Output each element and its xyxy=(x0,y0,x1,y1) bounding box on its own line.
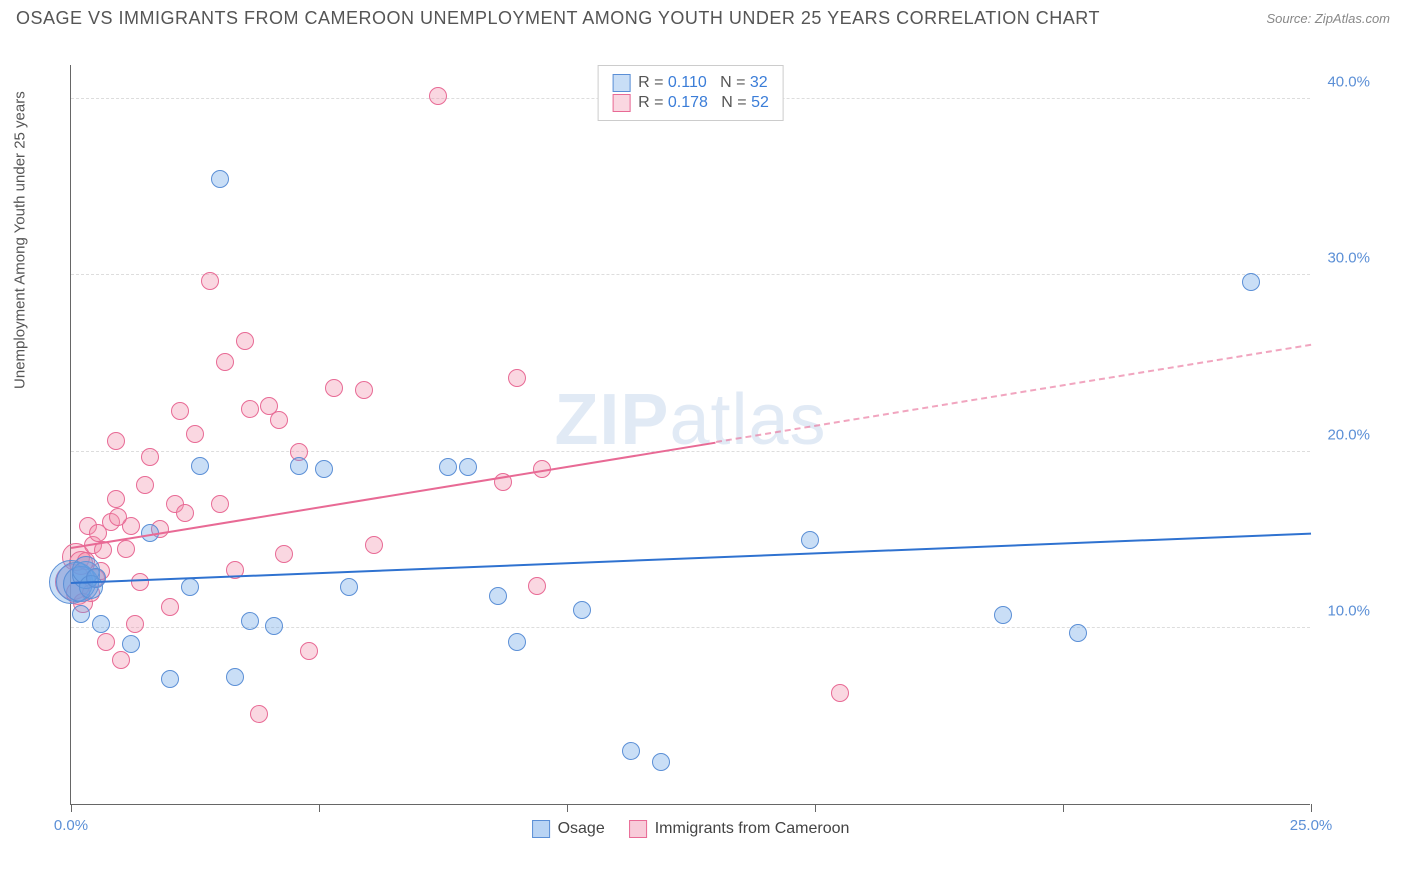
x-tick-label: 25.0% xyxy=(1290,817,1333,834)
x-tick xyxy=(1311,804,1312,812)
legend-bottom-item-1: Immigrants from Cameroon xyxy=(629,820,850,838)
y-axis-title: Unemployment Among Youth under 25 years xyxy=(12,91,29,389)
data-point xyxy=(117,540,135,558)
legend-top-row-1: R = 0.178 N = 52 xyxy=(612,94,769,112)
data-point xyxy=(290,457,308,475)
data-point xyxy=(107,490,125,508)
data-point xyxy=(508,633,526,651)
y-tick-label: 30.0% xyxy=(1327,250,1370,267)
data-point xyxy=(226,668,244,686)
y-tick-label: 10.0% xyxy=(1327,602,1370,619)
data-point xyxy=(528,577,546,595)
data-point xyxy=(171,402,189,420)
data-point xyxy=(489,587,507,605)
chart-header: OSAGE VS IMMIGRANTS FROM CAMEROON UNEMPL… xyxy=(0,0,1406,33)
data-point xyxy=(622,742,640,760)
legend-swatch-0 xyxy=(612,74,630,92)
data-point xyxy=(92,615,110,633)
data-point xyxy=(459,458,477,476)
data-point xyxy=(109,508,127,526)
data-point xyxy=(241,400,259,418)
data-point xyxy=(250,705,268,723)
gridline-y xyxy=(71,274,1310,275)
x-tick xyxy=(71,804,72,812)
x-tick-label: 0.0% xyxy=(54,817,88,834)
trend-line xyxy=(71,441,716,548)
data-point xyxy=(355,381,373,399)
data-point xyxy=(136,476,154,494)
data-point xyxy=(340,578,358,596)
data-point xyxy=(315,460,333,478)
legend-bottom-swatch-0 xyxy=(532,820,550,838)
data-point xyxy=(1069,624,1087,642)
data-point xyxy=(325,379,343,397)
data-point xyxy=(275,545,293,563)
x-tick xyxy=(567,804,568,812)
data-point xyxy=(211,495,229,513)
data-point xyxy=(86,568,106,588)
legend-r-0: R = 0.110 N = 32 xyxy=(638,74,768,92)
chart-container: Unemployment Among Youth under 25 years … xyxy=(40,45,1390,835)
data-point xyxy=(211,170,229,188)
legend-bottom-label-1: Immigrants from Cameroon xyxy=(655,820,850,838)
legend-swatch-1 xyxy=(612,94,630,112)
legend-bottom-swatch-1 xyxy=(629,820,647,838)
x-tick xyxy=(815,804,816,812)
y-tick-label: 40.0% xyxy=(1327,74,1370,91)
gridline-y xyxy=(71,627,1310,628)
trend-line xyxy=(71,532,1311,583)
legend-r-1: R = 0.178 N = 52 xyxy=(638,94,769,112)
data-point xyxy=(1242,273,1260,291)
data-point xyxy=(161,598,179,616)
y-tick-label: 20.0% xyxy=(1327,426,1370,443)
data-point xyxy=(270,411,288,429)
data-point xyxy=(241,612,259,630)
data-point xyxy=(300,642,318,660)
data-point xyxy=(72,605,90,623)
data-point xyxy=(126,615,144,633)
data-point xyxy=(122,635,140,653)
data-point xyxy=(652,753,670,771)
data-point xyxy=(994,606,1012,624)
plot-area: ZIPatlas R = 0.110 N = 32 R = 0.178 N = … xyxy=(70,65,1310,805)
data-point xyxy=(191,457,209,475)
data-point xyxy=(429,87,447,105)
x-tick xyxy=(319,804,320,812)
data-point xyxy=(831,684,849,702)
chart-title: OSAGE VS IMMIGRANTS FROM CAMEROON UNEMPL… xyxy=(16,8,1100,29)
data-point xyxy=(107,432,125,450)
watermark: ZIPatlas xyxy=(554,379,826,461)
data-point xyxy=(236,332,254,350)
data-point xyxy=(181,578,199,596)
data-point xyxy=(131,573,149,591)
legend-top-row-0: R = 0.110 N = 32 xyxy=(612,74,769,92)
legend-bottom: Osage Immigrants from Cameroon xyxy=(532,820,850,838)
data-point xyxy=(439,458,457,476)
data-point xyxy=(573,601,591,619)
data-point xyxy=(161,670,179,688)
data-point xyxy=(97,633,115,651)
gridline-y xyxy=(71,451,1310,452)
x-tick xyxy=(1063,804,1064,812)
data-point xyxy=(176,504,194,522)
data-point xyxy=(508,369,526,387)
data-point xyxy=(216,353,234,371)
chart-source: Source: ZipAtlas.com xyxy=(1266,11,1390,26)
legend-bottom-item-0: Osage xyxy=(532,820,605,838)
data-point xyxy=(365,536,383,554)
data-point xyxy=(141,448,159,466)
data-point xyxy=(265,617,283,635)
legend-bottom-label-0: Osage xyxy=(558,820,605,838)
data-point xyxy=(201,272,219,290)
legend-top: R = 0.110 N = 32 R = 0.178 N = 52 xyxy=(597,65,784,121)
data-point xyxy=(801,531,819,549)
data-point xyxy=(112,651,130,669)
data-point xyxy=(186,425,204,443)
trend-line xyxy=(716,344,1312,443)
